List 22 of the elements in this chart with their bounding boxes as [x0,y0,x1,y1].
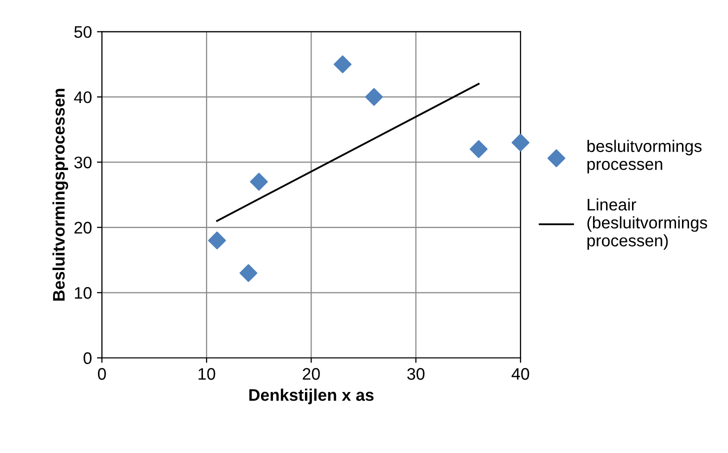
x-tick-label: 0 [98,368,106,380]
x-tick-label: 40 [512,368,530,380]
point [334,55,352,74]
point [470,140,488,158]
x-axis-title: Denkstijlen x as [249,388,374,404]
point [250,172,268,191]
x-tick-label: 20 [302,368,320,380]
legend-label: besluitvormings processen [587,140,702,174]
y-tick-label: 0 [84,352,92,364]
x-tick-label: 10 [198,368,216,380]
point [208,232,226,250]
y-tick-label: 50 [74,26,92,38]
y-tick-label: 10 [74,287,92,299]
x-tick-label: 30 [407,368,424,380]
point [240,264,258,282]
y-tick-label: 20 [74,222,92,234]
y-tick-label: 40 [74,91,92,104]
point [512,134,530,152]
legend-label: Lineair (besluitvormings processen) [587,198,708,250]
y-tick-label: 30 [74,156,92,168]
y-axis-title: Besluitvormingsprocessen [52,88,68,301]
point [365,88,383,106]
